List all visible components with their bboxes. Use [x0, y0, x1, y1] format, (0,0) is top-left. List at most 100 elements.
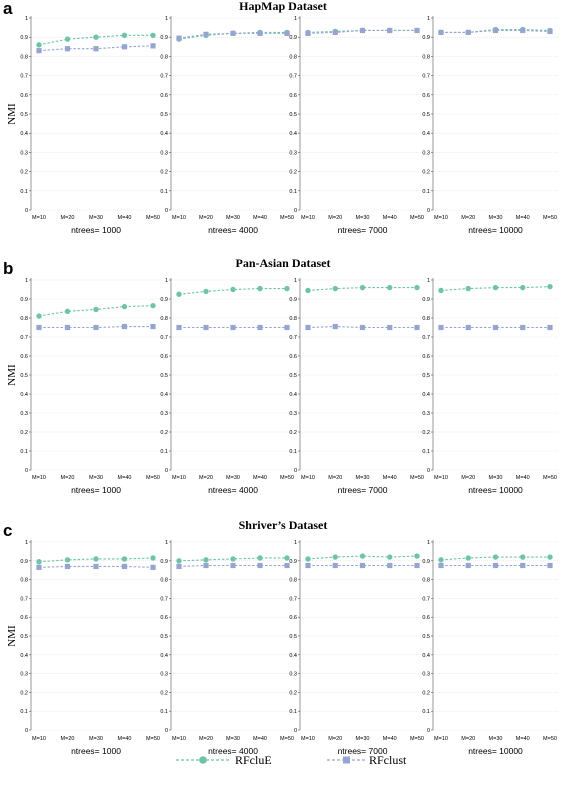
y-tick-label: 0.4 [160, 131, 168, 137]
data-point-rfclue [359, 284, 366, 291]
data-point-rfclust [64, 46, 71, 52]
y-tick-label: 0.5 [20, 634, 28, 640]
y-tick-label: 0.5 [422, 112, 430, 118]
y-tick-label: 0.7 [422, 335, 430, 341]
y-tick-label: 0.8 [422, 54, 430, 60]
data-point-rfclue [64, 36, 71, 42]
subplot-2: 0 0.1 0.2 0.3 0.4 0.5 0.6 0.7 0.8 0.9 1 M=10 M=20 M=3… [160, 540, 295, 756]
x-tick-label: M=10 [172, 736, 186, 742]
x-tick-label: M=40 [383, 736, 397, 742]
data-point-rfclue [150, 302, 156, 309]
y-tick-label: 1 [25, 16, 28, 22]
x-tick-label: M=20 [461, 736, 475, 742]
series-line-rfclue [440, 286, 551, 291]
data-point-rfclust [64, 324, 71, 331]
data-point-rfclust [176, 35, 182, 41]
y-tick-label: 0.8 [160, 54, 168, 60]
x-tick-label: M=40 [516, 215, 530, 221]
y-tick-label: 0.3 [422, 411, 430, 417]
data-point-rfclue [332, 285, 338, 292]
y-tick-label: 0.4 [289, 653, 297, 659]
y-tick-label: 0.2 [289, 170, 297, 176]
subplot-title: ntrees= 4000 [208, 225, 258, 235]
data-point-rfclue [257, 285, 263, 292]
y-tick-label: 1 [25, 540, 28, 546]
data-point-rfclust [492, 27, 499, 34]
y-tick-label: 0 [294, 728, 297, 734]
x-tick-label: M=40 [118, 215, 132, 221]
y-tick-label: 0.2 [422, 170, 430, 176]
y-tick-label: 0.7 [422, 74, 430, 80]
subplot-1: 0 0.1 0.2 0.3 0.4 0.5 0.6 0.7 0.8 0.9 1 M=10 M=20 M=3… [20, 278, 161, 495]
y-tick-label: 0.7 [422, 596, 430, 602]
y-tick-label: 0.1 [160, 189, 168, 195]
y-tick-label: 0.9 [422, 297, 430, 303]
panel-letter: c [3, 521, 12, 540]
series-line-rfclue [178, 287, 287, 295]
subplot-1: 0 0.1 0.2 0.3 0.4 0.5 0.6 0.7 0.8 0.9 1 M=10 M=20 M=3… [20, 16, 161, 235]
x-tick-label: M=10 [301, 215, 315, 221]
data-point-rfclust [414, 27, 420, 34]
y-tick-label: 0.5 [289, 373, 297, 379]
y-tick-label: 0.3 [160, 411, 168, 417]
legend: RFcluE RFclust [176, 753, 407, 767]
x-tick-label: M=30 [89, 215, 103, 221]
y-tick-label: 0.2 [160, 170, 168, 176]
data-point-rfclue [520, 284, 526, 291]
data-point-rfclue [93, 34, 99, 40]
y-tick-label: 0.5 [160, 112, 168, 118]
data-point-rfclust [438, 29, 444, 35]
x-tick-label: M=10 [32, 475, 46, 481]
data-point-rfclust [520, 562, 526, 569]
x-tick-label: M=40 [516, 475, 530, 481]
y-tick-label: 0.3 [422, 150, 430, 156]
y-tick-label: 0.5 [289, 112, 297, 118]
x-tick-label: M=50 [146, 215, 160, 221]
x-tick-label: M=10 [32, 736, 46, 742]
data-point-rfclust [230, 324, 236, 331]
y-tick-label: 0.8 [422, 578, 430, 584]
data-point-rfclust [414, 324, 420, 331]
x-tick-label: M=50 [280, 475, 294, 481]
subplot-4: 0 0.1 0.2 0.3 0.4 0.5 0.6 0.7 0.8 0.9 1 M=10 M=20 M=3… [422, 540, 558, 756]
y-tick-label: 0.4 [422, 653, 430, 659]
y-tick-label: 0.2 [289, 690, 297, 696]
y-tick-label: 0.9 [160, 297, 168, 303]
data-point-rfclue [203, 557, 209, 563]
y-tick-label: 0.7 [289, 596, 297, 602]
subplot-title: ntrees= 4000 [208, 485, 258, 495]
y-tick-label: 0.6 [289, 354, 297, 360]
data-point-rfclust [284, 562, 290, 569]
x-tick-label: M=30 [89, 736, 103, 742]
y-tick-label: 0.3 [422, 672, 430, 678]
y-tick-label: 0.7 [20, 596, 28, 602]
y-tick-label: 0 [294, 208, 297, 214]
y-tick-label: 0 [25, 728, 28, 734]
y-tick-label: 0 [25, 208, 28, 214]
y-tick-label: 1 [427, 16, 430, 22]
y-tick-label: 0.4 [160, 392, 168, 398]
x-tick-label: M=50 [543, 736, 557, 742]
data-point-rfclust [387, 324, 393, 331]
data-point-rfclue [465, 555, 471, 561]
x-tick-label: M=20 [199, 215, 213, 221]
y-tick-label: 0.5 [20, 373, 28, 379]
x-tick-label: M=30 [489, 736, 503, 742]
data-point-rfclue [36, 559, 42, 565]
x-tick-label: M=20 [328, 736, 342, 742]
x-tick-label: M=40 [118, 475, 132, 481]
data-point-rfclue [150, 555, 156, 561]
y-tick-label: 0.5 [422, 373, 430, 379]
subplot-3: 0 0.1 0.2 0.3 0.4 0.5 0.6 0.7 0.8 0.9 1 M=10 M=20 M=3… [289, 540, 425, 756]
subplot-4: 0 0.1 0.2 0.3 0.4 0.5 0.6 0.7 0.8 0.9 1 M=10 M=20 M=3… [422, 278, 558, 495]
data-point-rfclue [438, 557, 444, 563]
y-tick-label: 0.4 [160, 653, 168, 659]
y-tick-label: 0.3 [160, 150, 168, 156]
data-point-rfclust [203, 562, 209, 569]
x-tick-label: M=40 [516, 736, 530, 742]
y-tick-label: 0.6 [289, 615, 297, 621]
y-axis-label: NMI [6, 625, 18, 647]
y-tick-label: 0 [25, 468, 28, 474]
data-point-rfclue [547, 554, 553, 560]
